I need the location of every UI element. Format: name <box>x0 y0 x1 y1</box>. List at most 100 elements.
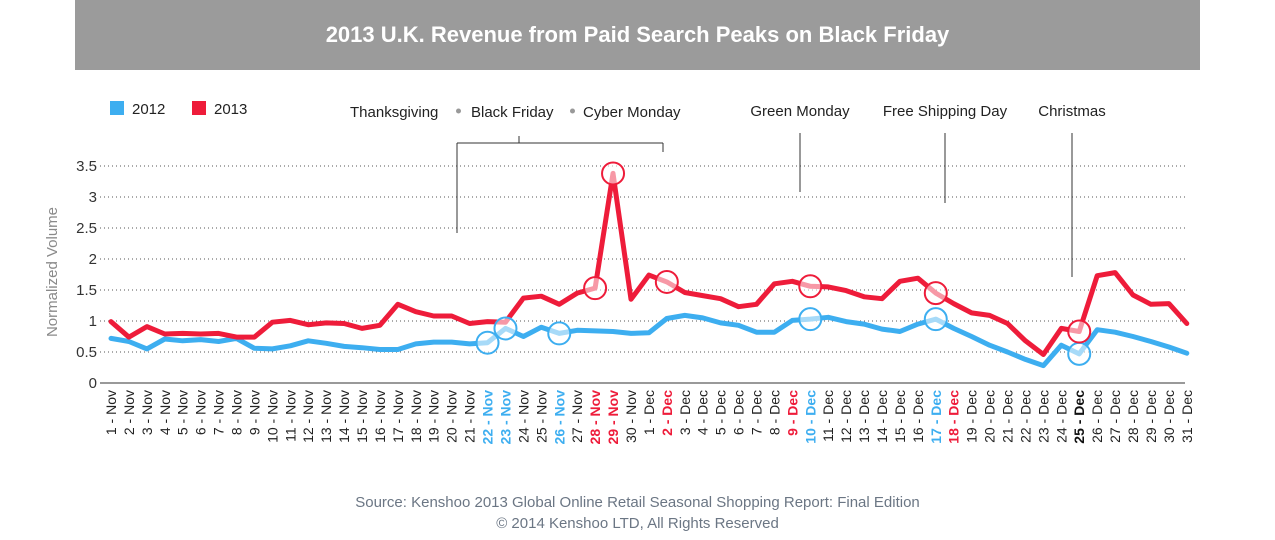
x-tick-label: 15 - Nov <box>354 390 370 443</box>
legend: 2012 2013 <box>110 101 247 118</box>
y-tick-label: 0.5 <box>76 344 97 361</box>
event-separator-dot <box>570 108 575 114</box>
y-axis-label: Normalized Volume <box>44 207 61 337</box>
highlight-circle <box>923 281 948 306</box>
event-label: Black Friday <box>471 104 554 121</box>
x-tick-label: 10 - Nov <box>264 390 280 443</box>
chart-area: 0 0.5 1 1.5 2 2.5 3 3.5 Normalized Volume 1 - Nov… <box>44 101 1195 445</box>
x-tick-label: 25 - Dec <box>1071 390 1087 444</box>
highlight-circle <box>923 307 948 332</box>
x-tick-label: 22 - Dec <box>1017 390 1033 443</box>
y-tick-label: 2 <box>89 251 97 268</box>
x-tick-label: 18 - Dec <box>946 390 962 444</box>
x-tick-label: 25 - Nov <box>533 390 549 443</box>
event-label: Cyber Monday <box>583 104 681 121</box>
event-annotations: Thanksgiving Black Friday Cyber Monday Gree… <box>350 103 1106 277</box>
x-tick-label: 3 - Nov <box>139 390 155 435</box>
x-tick-label: 24 - Dec <box>1053 390 1069 443</box>
x-tick-label: 27 - Nov <box>569 390 585 443</box>
y-tick-label: 3 <box>89 189 97 206</box>
highlight-circle <box>1067 341 1092 366</box>
x-tick-label: 26 - Nov <box>551 390 567 445</box>
y-axis: 0 0.5 1 1.5 2 2.5 3 3.5 <box>76 158 1185 392</box>
x-tick-label: 17 - Nov <box>390 390 406 443</box>
x-tick-label: 14 - Nov <box>336 390 352 443</box>
x-tick-label: 23 - Nov <box>497 390 513 445</box>
x-tick-label: 8 - Nov <box>229 390 245 435</box>
x-tick-label: 9 - Dec <box>784 390 800 436</box>
copyright-line: © 2014 Kenshoo LTD, All Rights Reserved <box>496 515 779 532</box>
x-tick-label: 1 - Dec <box>641 390 657 435</box>
x-tick-label: 17 - Dec <box>928 390 944 444</box>
x-tick-label: 10 - Dec <box>802 390 818 444</box>
x-tick-label: 28 - Dec <box>1125 390 1141 443</box>
highlight-circle <box>493 316 518 341</box>
y-tick-label: 2.5 <box>76 220 97 237</box>
source-note: Source: Kenshoo 2013 Global Online Retai… <box>0 492 1275 534</box>
x-tick-label: 21 - Dec <box>1000 390 1016 443</box>
highlight-circle <box>601 161 626 186</box>
x-tick-label: 9 - Nov <box>246 390 262 435</box>
x-tick-label: 23 - Dec <box>1035 390 1051 443</box>
highlight-circle <box>547 321 572 346</box>
x-tick-label: 19 - Nov <box>426 390 442 443</box>
highlight-circle <box>798 274 823 299</box>
x-tick-label: 7 - Dec <box>748 390 764 435</box>
x-tick-label: 5 - Dec <box>713 390 729 435</box>
highlight-markers-2012 <box>475 307 1092 366</box>
legend-label: 2013 <box>214 101 247 118</box>
x-tick-label: 22 - Nov <box>480 390 496 445</box>
x-tick-label: 30 - Nov <box>623 390 639 443</box>
x-tick-label: 8 - Dec <box>766 390 782 435</box>
event-label: Christmas <box>1038 103 1106 120</box>
x-tick-label: 16 - Dec <box>910 390 926 443</box>
x-tick-label: 28 - Nov <box>587 390 603 445</box>
x-tick-label: 15 - Dec <box>892 390 908 443</box>
x-tick-label: 13 - Nov <box>318 390 334 443</box>
x-tick-label: 20 - Nov <box>444 390 460 443</box>
series-line-2013 <box>108 170 1190 357</box>
x-tick-label: 7 - Nov <box>211 390 227 435</box>
legend-swatch <box>192 101 206 115</box>
x-tick-label: 19 - Dec <box>964 390 980 443</box>
x-tick-label: 30 - Dec <box>1161 390 1177 443</box>
x-tick-label: 24 - Nov <box>515 390 531 443</box>
x-tick-label: 1 - Nov <box>103 390 119 435</box>
highlight-circle <box>475 330 500 355</box>
legend-swatch <box>110 101 124 115</box>
y-tick-label: 1 <box>89 313 97 330</box>
x-tick-label: 4 - Dec <box>695 390 711 435</box>
x-tick-label: 27 - Dec <box>1107 390 1123 443</box>
x-tick-label: 20 - Dec <box>982 390 998 443</box>
x-tick-label: 18 - Nov <box>408 390 424 443</box>
x-tick-label: 11 - Dec <box>820 390 836 442</box>
chart-title: 2013 U.K. Revenue from Paid Search Peaks… <box>75 0 1200 70</box>
highlight-circle <box>1067 319 1092 344</box>
x-tick-label: 26 - Dec <box>1089 390 1105 443</box>
highlight-markers-2013 <box>583 161 1092 344</box>
highlight-circle <box>798 307 823 332</box>
x-tick-label: 31 - Dec <box>1179 390 1195 443</box>
x-tick-label: 2 - Nov <box>121 390 137 435</box>
event-label: Green Monday <box>750 103 850 120</box>
x-tick-label: 2 - Dec <box>659 390 675 436</box>
x-tick-label: 6 - Dec <box>731 390 747 435</box>
event-separator-dot <box>456 108 461 114</box>
x-tick-label: 6 - Nov <box>193 390 209 435</box>
y-tick-label: 0 <box>89 375 97 392</box>
event-label: Free Shipping Day <box>883 103 1008 120</box>
x-tick-label: 14 - Dec <box>874 390 890 443</box>
x-tick-label: 16 - Nov <box>372 390 388 443</box>
event-label: Thanksgiving <box>350 104 438 121</box>
x-tick-label: 21 - Nov <box>462 390 478 443</box>
x-tick-label: 11 - Nov <box>282 390 298 442</box>
x-tick-label: 5 - Nov <box>175 390 191 435</box>
x-tick-label: 29 - Nov <box>605 390 621 445</box>
x-tick-label: 29 - Dec <box>1143 390 1159 443</box>
x-tick-label: 12 - Nov <box>300 390 316 443</box>
x-tick-label: 3 - Dec <box>677 390 693 435</box>
legend-label: 2012 <box>132 101 165 118</box>
highlight-circle <box>654 269 679 294</box>
y-tick-label: 3.5 <box>76 158 97 175</box>
x-tick-label: 13 - Dec <box>856 390 872 443</box>
